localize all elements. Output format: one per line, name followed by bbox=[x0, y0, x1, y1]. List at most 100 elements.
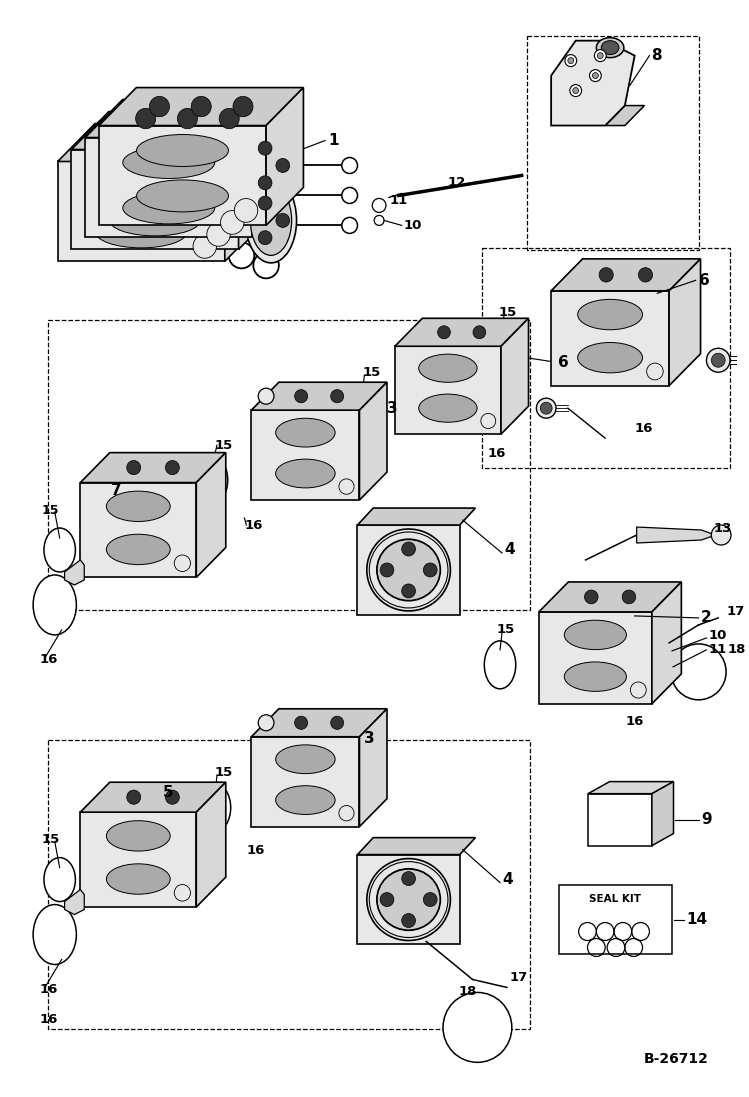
Text: 7: 7 bbox=[111, 483, 121, 498]
Ellipse shape bbox=[577, 342, 643, 373]
Circle shape bbox=[228, 242, 255, 269]
Ellipse shape bbox=[367, 529, 450, 611]
Bar bbox=[527, 35, 699, 250]
Text: 10: 10 bbox=[709, 630, 727, 643]
Text: 15: 15 bbox=[363, 365, 380, 378]
Circle shape bbox=[631, 682, 646, 698]
Circle shape bbox=[294, 716, 308, 730]
Polygon shape bbox=[637, 527, 715, 543]
Circle shape bbox=[666, 661, 676, 671]
Text: 16: 16 bbox=[40, 983, 58, 996]
Ellipse shape bbox=[246, 123, 297, 208]
Polygon shape bbox=[58, 161, 225, 261]
Polygon shape bbox=[71, 149, 239, 249]
Bar bbox=[482, 248, 730, 468]
Polygon shape bbox=[64, 559, 84, 585]
Circle shape bbox=[423, 563, 437, 577]
Circle shape bbox=[219, 109, 239, 128]
Text: 15: 15 bbox=[496, 623, 515, 636]
Bar bbox=[588, 794, 652, 846]
Circle shape bbox=[253, 252, 279, 279]
Circle shape bbox=[192, 133, 212, 152]
Polygon shape bbox=[357, 838, 476, 855]
Circle shape bbox=[122, 121, 142, 140]
Bar bbox=[48, 739, 530, 1029]
Bar bbox=[48, 320, 530, 610]
Ellipse shape bbox=[377, 869, 440, 930]
Circle shape bbox=[175, 884, 190, 901]
Circle shape bbox=[401, 542, 416, 556]
Text: 14: 14 bbox=[687, 912, 708, 927]
Ellipse shape bbox=[250, 185, 291, 256]
Polygon shape bbox=[196, 782, 225, 907]
Polygon shape bbox=[225, 124, 262, 261]
Polygon shape bbox=[80, 453, 225, 483]
Ellipse shape bbox=[109, 158, 201, 191]
Text: 6: 6 bbox=[699, 273, 709, 287]
Text: 11: 11 bbox=[390, 194, 408, 207]
Circle shape bbox=[339, 479, 354, 495]
Ellipse shape bbox=[106, 821, 170, 851]
Polygon shape bbox=[85, 137, 252, 237]
Circle shape bbox=[342, 217, 357, 234]
Circle shape bbox=[127, 790, 141, 804]
Ellipse shape bbox=[136, 180, 228, 212]
Circle shape bbox=[258, 196, 272, 211]
Circle shape bbox=[599, 268, 613, 282]
Circle shape bbox=[178, 109, 198, 128]
Polygon shape bbox=[605, 105, 644, 125]
Circle shape bbox=[536, 398, 556, 418]
Ellipse shape bbox=[44, 528, 76, 572]
Text: 15: 15 bbox=[215, 766, 233, 779]
Ellipse shape bbox=[123, 192, 215, 224]
Polygon shape bbox=[252, 410, 360, 500]
Ellipse shape bbox=[276, 785, 335, 814]
Text: 5: 5 bbox=[163, 785, 174, 800]
Circle shape bbox=[401, 872, 416, 885]
Circle shape bbox=[342, 158, 357, 173]
Ellipse shape bbox=[443, 993, 512, 1062]
Circle shape bbox=[108, 133, 128, 152]
Polygon shape bbox=[266, 88, 303, 225]
Circle shape bbox=[294, 389, 308, 403]
Circle shape bbox=[207, 223, 230, 247]
Circle shape bbox=[127, 461, 141, 475]
Circle shape bbox=[374, 215, 384, 225]
Circle shape bbox=[331, 389, 344, 403]
Ellipse shape bbox=[276, 418, 335, 448]
Text: 16: 16 bbox=[488, 446, 506, 460]
Polygon shape bbox=[360, 382, 387, 500]
Text: 4: 4 bbox=[502, 872, 512, 887]
Polygon shape bbox=[395, 347, 501, 434]
Circle shape bbox=[233, 97, 253, 116]
Text: SEAL KIT: SEAL KIT bbox=[589, 894, 641, 904]
Ellipse shape bbox=[367, 859, 450, 940]
Text: 17: 17 bbox=[510, 971, 528, 984]
Circle shape bbox=[568, 58, 574, 64]
Polygon shape bbox=[395, 318, 529, 347]
Ellipse shape bbox=[596, 37, 624, 58]
Ellipse shape bbox=[250, 131, 291, 201]
Polygon shape bbox=[252, 709, 387, 737]
Text: 3: 3 bbox=[387, 400, 398, 416]
Circle shape bbox=[331, 716, 344, 730]
Polygon shape bbox=[252, 382, 387, 410]
Circle shape bbox=[164, 121, 184, 140]
Circle shape bbox=[339, 805, 354, 821]
Circle shape bbox=[481, 414, 496, 429]
Ellipse shape bbox=[106, 534, 170, 565]
Ellipse shape bbox=[276, 460, 335, 488]
Polygon shape bbox=[652, 581, 682, 704]
Circle shape bbox=[565, 55, 577, 67]
Text: 15: 15 bbox=[215, 439, 233, 452]
Circle shape bbox=[622, 590, 636, 603]
Ellipse shape bbox=[564, 620, 626, 649]
Text: 18: 18 bbox=[458, 985, 477, 998]
Ellipse shape bbox=[671, 644, 726, 700]
Circle shape bbox=[706, 348, 730, 372]
Circle shape bbox=[166, 790, 179, 804]
Polygon shape bbox=[80, 812, 196, 907]
Circle shape bbox=[712, 525, 731, 545]
Circle shape bbox=[592, 72, 598, 79]
Ellipse shape bbox=[106, 863, 170, 894]
